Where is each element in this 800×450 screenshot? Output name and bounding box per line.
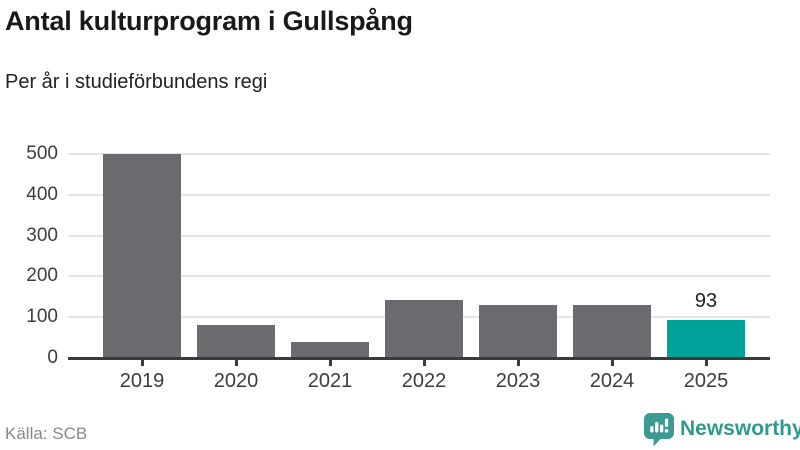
bar-2021 [291,342,369,358]
y-axis-tick-label: 400 [26,183,58,205]
x-axis-tick [610,360,614,366]
x-axis-tick [422,360,426,366]
x-axis-label-2020: 2020 [213,370,259,392]
x-axis-label-2022: 2022 [401,370,447,392]
newsworthy-icon [644,413,674,447]
bar-2019 [103,154,181,358]
newsworthy-logo[interactable]: Newsworthy [644,413,800,447]
x-axis-baseline [68,357,770,360]
x-axis-tick [704,360,708,366]
y-axis-tick-label: 100 [26,306,58,328]
source-note: Källa: SCB [5,424,88,443]
bar-value-label: 93 [694,290,718,313]
x-axis-tick [140,360,144,366]
gridline-400 [68,193,770,196]
x-axis-label-2023: 2023 [495,370,541,392]
x-axis-label-2019: 2019 [119,370,165,392]
x-axis-label-2021: 2021 [307,370,353,392]
x-axis-label-2025: 2025 [683,370,729,392]
x-axis-tick [516,360,520,366]
y-axis-tick-label: 200 [26,265,58,287]
gridline-200 [68,275,770,278]
bar-2024 [573,304,651,358]
x-axis-label-2024: 2024 [589,370,635,392]
bar-2025 [667,320,745,358]
gridline-500 [68,153,770,155]
y-axis-tick-label: 0 [47,347,58,368]
bar-2020 [197,325,275,358]
chart-subtitle: Per år i studieförbundens regi [5,71,268,93]
gridline-300 [68,234,770,237]
bar-2023 [479,304,557,358]
newsworthy-wordmark: Newsworthy [680,417,800,440]
bar-2022 [385,299,463,358]
y-axis-tick-label: 300 [26,224,58,246]
x-axis-tick [328,360,332,366]
y-axis-tick-label: 500 [26,143,58,164]
chart-title: Antal kulturprogram i Gullspång [5,6,413,36]
x-axis-tick [234,360,238,366]
